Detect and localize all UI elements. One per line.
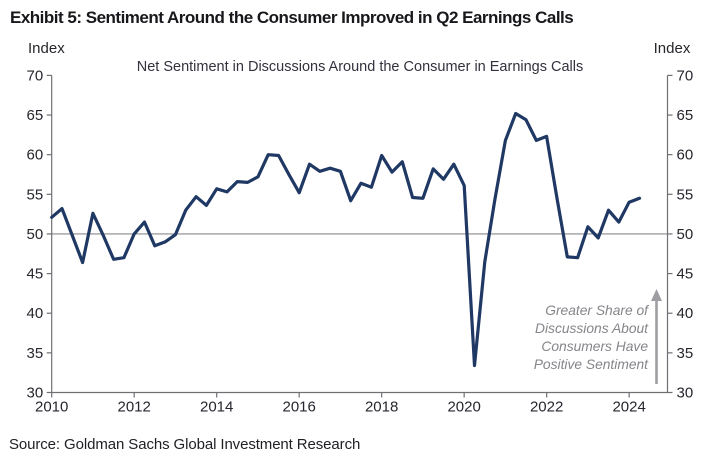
y-axis-tick-label-right: 50 bbox=[677, 226, 694, 243]
sentiment-line bbox=[50, 111, 642, 368]
annotation-arrow-head bbox=[651, 289, 662, 301]
y-axis-tick-label-right: 65 bbox=[677, 107, 694, 124]
x-axis-tick-label: 2012 bbox=[118, 399, 151, 416]
y-axis-tick-label-right: 40 bbox=[677, 305, 694, 322]
y-axis-tick-label-right: 45 bbox=[677, 266, 694, 283]
y-axis-tick-label-right: 55 bbox=[677, 186, 694, 203]
y-axis-tick-label-left: 55 bbox=[27, 186, 44, 203]
x-axis-tick-label: 2010 bbox=[35, 399, 68, 416]
annotation-text: Greater Share of Discussions About Consu… bbox=[534, 302, 648, 374]
annotation-line: Discussions About bbox=[535, 321, 648, 336]
x-axis-tick-label: 2018 bbox=[365, 399, 398, 416]
y-axis-tick-label-right: 60 bbox=[677, 147, 694, 164]
annotation-line: Greater Share of bbox=[545, 303, 648, 318]
chart-subtitle: Net Sentiment in Discussions Around the … bbox=[136, 59, 584, 75]
y-axis-tick-label-left: 35 bbox=[27, 345, 44, 362]
y-axis-tick-label-left: 50 bbox=[27, 226, 44, 243]
x-axis-tick-label: 2014 bbox=[200, 399, 233, 416]
y-axis-tick-label-left: 40 bbox=[27, 305, 44, 322]
y-axis-tick-label-left: 70 bbox=[27, 67, 44, 84]
y-axis-tick-label-right: 35 bbox=[677, 345, 694, 362]
y-axis-tick-label-left: 60 bbox=[27, 147, 44, 164]
y-axis-tick-label-right: 70 bbox=[677, 67, 694, 84]
page-title: Exhibit 5: Sentiment Around the Consumer… bbox=[10, 8, 574, 27]
x-axis-tick-label: 2016 bbox=[282, 399, 315, 416]
y-axis-tick-label-left: 65 bbox=[27, 107, 44, 124]
y-axis-tick-label-left: 30 bbox=[27, 385, 44, 402]
left-axis-unit-label: Index bbox=[28, 40, 65, 57]
annotation-line: Positive Sentiment bbox=[533, 357, 648, 372]
y-axis-tick-label-left: 45 bbox=[27, 266, 44, 283]
y-axis-tick-label-right: 30 bbox=[677, 385, 694, 402]
x-axis-tick-label: 2024 bbox=[612, 399, 645, 416]
x-axis-tick-label: 2020 bbox=[447, 399, 480, 416]
annotation-line: Consumers Have bbox=[541, 339, 648, 354]
right-axis-unit-label: Index bbox=[653, 40, 691, 57]
x-axis-tick-label: 2022 bbox=[530, 399, 563, 416]
source-text: Source: Goldman Sachs Global Investment … bbox=[9, 436, 361, 453]
